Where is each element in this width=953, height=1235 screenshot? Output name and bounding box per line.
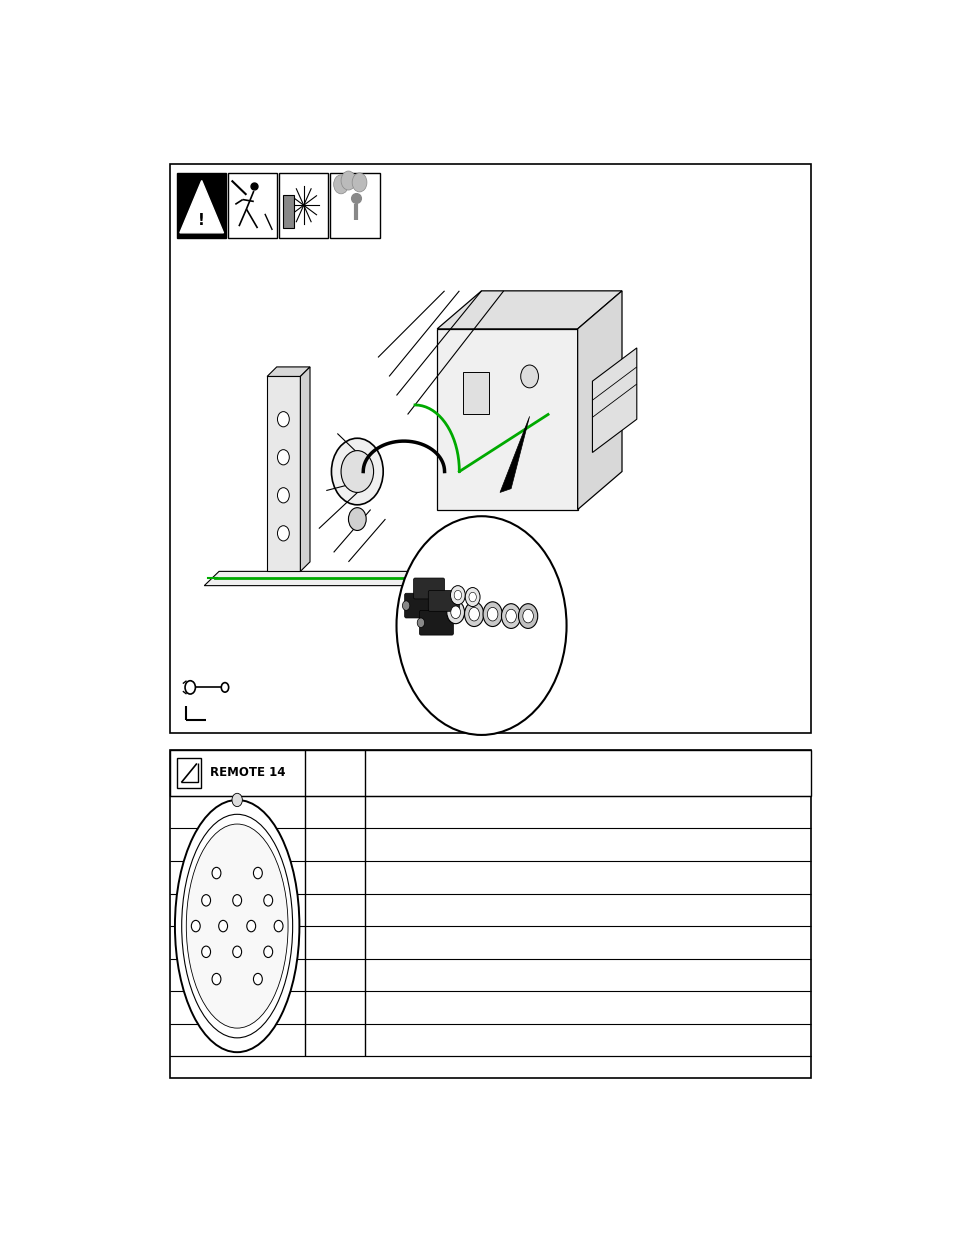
Polygon shape (267, 367, 310, 377)
FancyBboxPatch shape (176, 758, 200, 788)
Circle shape (501, 604, 520, 629)
Circle shape (468, 608, 479, 621)
FancyBboxPatch shape (413, 578, 444, 599)
Circle shape (352, 173, 367, 191)
Circle shape (212, 973, 221, 984)
Polygon shape (499, 416, 529, 493)
Circle shape (469, 593, 476, 601)
Circle shape (201, 946, 211, 957)
Circle shape (341, 170, 355, 190)
Circle shape (464, 601, 483, 626)
Circle shape (201, 894, 211, 906)
Polygon shape (180, 180, 223, 233)
Circle shape (232, 793, 242, 806)
FancyBboxPatch shape (462, 372, 488, 415)
Circle shape (446, 601, 464, 624)
FancyBboxPatch shape (228, 173, 277, 237)
Circle shape (402, 601, 410, 610)
FancyBboxPatch shape (170, 164, 810, 734)
Circle shape (348, 508, 366, 531)
Circle shape (522, 609, 533, 622)
Ellipse shape (181, 814, 293, 1037)
Polygon shape (267, 377, 300, 572)
Polygon shape (436, 329, 577, 510)
Circle shape (253, 867, 262, 879)
Circle shape (487, 608, 497, 621)
Circle shape (450, 585, 465, 605)
Circle shape (331, 438, 383, 505)
Polygon shape (300, 367, 310, 572)
Circle shape (454, 590, 461, 600)
Circle shape (277, 450, 289, 464)
Circle shape (505, 609, 516, 622)
Circle shape (247, 920, 255, 931)
Text: REMOTE 14: REMOTE 14 (210, 767, 285, 779)
FancyBboxPatch shape (282, 195, 294, 228)
Circle shape (518, 604, 537, 629)
Ellipse shape (186, 824, 288, 1028)
Circle shape (221, 683, 229, 692)
Circle shape (218, 920, 228, 931)
Circle shape (416, 618, 424, 627)
Polygon shape (592, 348, 637, 452)
Circle shape (277, 526, 289, 541)
Circle shape (451, 606, 460, 619)
Circle shape (264, 946, 273, 957)
Circle shape (520, 366, 537, 388)
Circle shape (274, 920, 283, 931)
FancyBboxPatch shape (176, 173, 226, 237)
FancyBboxPatch shape (170, 750, 810, 1078)
Polygon shape (436, 291, 621, 329)
Circle shape (233, 894, 241, 906)
Circle shape (264, 894, 273, 906)
Polygon shape (577, 291, 621, 510)
Circle shape (212, 867, 221, 879)
Polygon shape (204, 572, 474, 585)
Circle shape (396, 516, 566, 735)
FancyBboxPatch shape (404, 593, 438, 618)
Circle shape (465, 588, 479, 606)
Circle shape (277, 411, 289, 427)
Circle shape (341, 451, 374, 493)
FancyBboxPatch shape (428, 590, 459, 611)
FancyBboxPatch shape (419, 610, 453, 635)
Circle shape (233, 946, 241, 957)
Ellipse shape (174, 800, 299, 1052)
FancyBboxPatch shape (330, 173, 379, 237)
Circle shape (277, 488, 289, 503)
Circle shape (192, 920, 200, 931)
Circle shape (334, 175, 348, 194)
Circle shape (482, 601, 501, 626)
Circle shape (185, 680, 195, 694)
Text: !: ! (198, 212, 205, 228)
FancyBboxPatch shape (278, 173, 328, 237)
FancyBboxPatch shape (170, 750, 810, 795)
Circle shape (253, 973, 262, 984)
